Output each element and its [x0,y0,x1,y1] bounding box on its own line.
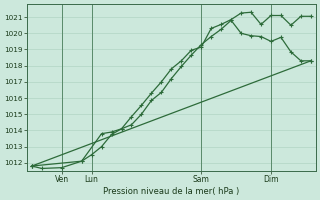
X-axis label: Pression niveau de la mer( hPa ): Pression niveau de la mer( hPa ) [103,187,239,196]
